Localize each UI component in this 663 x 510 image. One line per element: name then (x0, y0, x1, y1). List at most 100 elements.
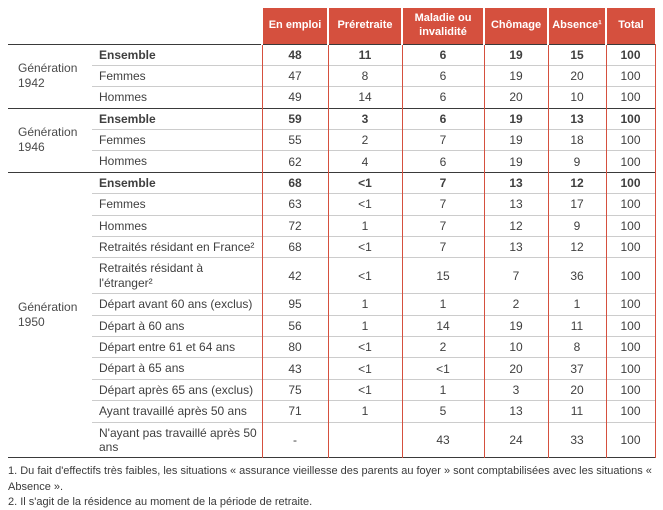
footnotes: 1. Du fait d'effectifs très faibles, les… (8, 458, 655, 510)
column-header: Préretraite (327, 8, 402, 44)
generation-label: Génération 1950 (8, 171, 92, 458)
value-cell: 100 (605, 421, 656, 458)
value-cell: 75 (261, 378, 328, 401)
value-cell: 2 (483, 293, 548, 316)
value-cell: <1 (327, 193, 402, 216)
value-cell: 13 (483, 400, 548, 423)
value-cell: 19 (483, 314, 548, 337)
value-cell: 7 (401, 129, 484, 151)
row-label: Ensemble (92, 171, 262, 194)
value-cell: 100 (605, 86, 656, 109)
header-row: En emploi Préretraite Maladie ou invalidit… (8, 8, 655, 44)
table-row: Départ à 65 ans 43 <1 <1 20 37 100 (8, 357, 656, 380)
value-cell: 55 (261, 129, 328, 151)
row-label: Départ après 65 ans (exclus) (92, 378, 262, 401)
value-cell: 19 (483, 43, 548, 66)
value-cell: 12 (547, 236, 606, 258)
value-cell: 11 (547, 400, 606, 423)
row-label: Retraités résidant en France² (92, 236, 262, 258)
value-cell: 100 (605, 43, 656, 66)
value-cell: 8 (547, 335, 606, 358)
row-label: Départ entre 61 et 64 ans (92, 335, 262, 358)
value-cell: 11 (327, 43, 402, 66)
column-header: Maladie ou invalidité (401, 8, 484, 44)
value-cell: 10 (483, 335, 548, 358)
table-row: Hommes 49 14 6 20 10 100 (8, 86, 656, 109)
table-row: Génération 1942 Ensemble 48 11 6 19 15 100 (8, 43, 656, 109)
value-cell: 17 (547, 193, 606, 216)
value-cell: 1 (327, 214, 402, 237)
value-cell: 6 (401, 150, 484, 173)
row-label: Départ avant 60 ans (exclus) (92, 293, 262, 316)
value-cell: 100 (605, 335, 656, 358)
value-cell: 20 (547, 64, 606, 87)
value-cell: 1 (401, 293, 484, 316)
table-row: Femmes 55 2 7 19 18 100 (8, 129, 656, 151)
table-body: Génération 1942 Ensemble 48 11 6 19 15 100 Femme… (8, 43, 656, 458)
value-cell: 3 (327, 107, 402, 130)
value-cell: 6 (401, 107, 484, 130)
value-cell: 20 (483, 86, 548, 109)
value-cell: 63 (261, 193, 328, 216)
value-cell: 42 (261, 257, 328, 294)
value-cell: 19 (483, 107, 548, 130)
table-row: Retraités résidant à l'étranger² 42 <1 15 7 3… (8, 257, 656, 294)
value-cell: 62 (261, 150, 328, 173)
row-label: Retraités résidant à l'étranger² (92, 257, 262, 294)
value-cell: 59 (261, 107, 328, 130)
value-cell: 100 (605, 171, 656, 194)
value-cell: 24 (483, 421, 548, 458)
value-cell: 47 (261, 64, 328, 87)
row-label: Ayant travaillé après 50 ans (92, 400, 262, 423)
column-header: Absence¹ (547, 8, 606, 44)
value-cell: 1 (327, 400, 402, 423)
value-cell: 100 (605, 64, 656, 87)
row-label: Hommes (92, 214, 262, 237)
row-label: Hommes (92, 86, 262, 109)
value-cell: 48 (261, 43, 328, 66)
table-row: Génération 1950 Ensemble 68 <1 7 13 12 100 (8, 171, 656, 458)
row-label: Femmes (92, 193, 262, 216)
value-cell: 13 (547, 107, 606, 130)
value-cell: 100 (605, 314, 656, 337)
value-cell: <1 (327, 378, 402, 401)
value-cell: 100 (605, 357, 656, 380)
value-cell: 1 (547, 293, 606, 316)
value-cell: 100 (605, 193, 656, 216)
value-cell: 20 (547, 378, 606, 401)
value-cell: 37 (547, 357, 606, 380)
value-cell: 80 (261, 335, 328, 358)
value-cell: 43 (261, 357, 328, 380)
value-cell: 7 (401, 171, 484, 194)
footnote-1: 1. Du fait d'effectifs très faibles, les… (8, 465, 652, 493)
value-cell: <1 (401, 357, 484, 380)
value-cell: 3 (483, 378, 548, 401)
value-cell: <1 (327, 236, 402, 258)
statistics-table: En emploi Préretraite Maladie ou invalidit… (8, 8, 656, 459)
value-cell: 6 (401, 64, 484, 87)
value-cell: 5 (401, 400, 484, 423)
value-cell: 12 (547, 171, 606, 194)
value-cell: 19 (483, 129, 548, 151)
generation-label: Génération 1942 (8, 43, 92, 109)
value-cell: 68 (261, 236, 328, 258)
row-label: Ensemble (92, 43, 262, 66)
value-cell: 7 (401, 214, 484, 237)
value-cell: 15 (401, 257, 484, 294)
value-cell: 2 (327, 129, 402, 151)
value-cell: 100 (605, 107, 656, 130)
value-cell: 56 (261, 314, 328, 337)
table-row: Retraités résidant en France² 68 <1 7 13 12 10… (8, 236, 656, 258)
row-label: N'ayant pas travaillé après 50 ans (92, 421, 262, 458)
value-cell: 14 (327, 86, 402, 109)
header-spacer-generation (8, 8, 92, 44)
value-cell: 95 (261, 293, 328, 316)
table-row: Hommes 62 4 6 19 9 100 (8, 150, 656, 173)
table-row: Départ entre 61 et 64 ans 80 <1 2 10 8 100 (8, 335, 656, 358)
row-label: Départ à 65 ans (92, 357, 262, 380)
value-cell: 13 (483, 171, 548, 194)
value-cell: 13 (483, 236, 548, 258)
value-cell: 100 (605, 378, 656, 401)
value-cell: 18 (547, 129, 606, 151)
